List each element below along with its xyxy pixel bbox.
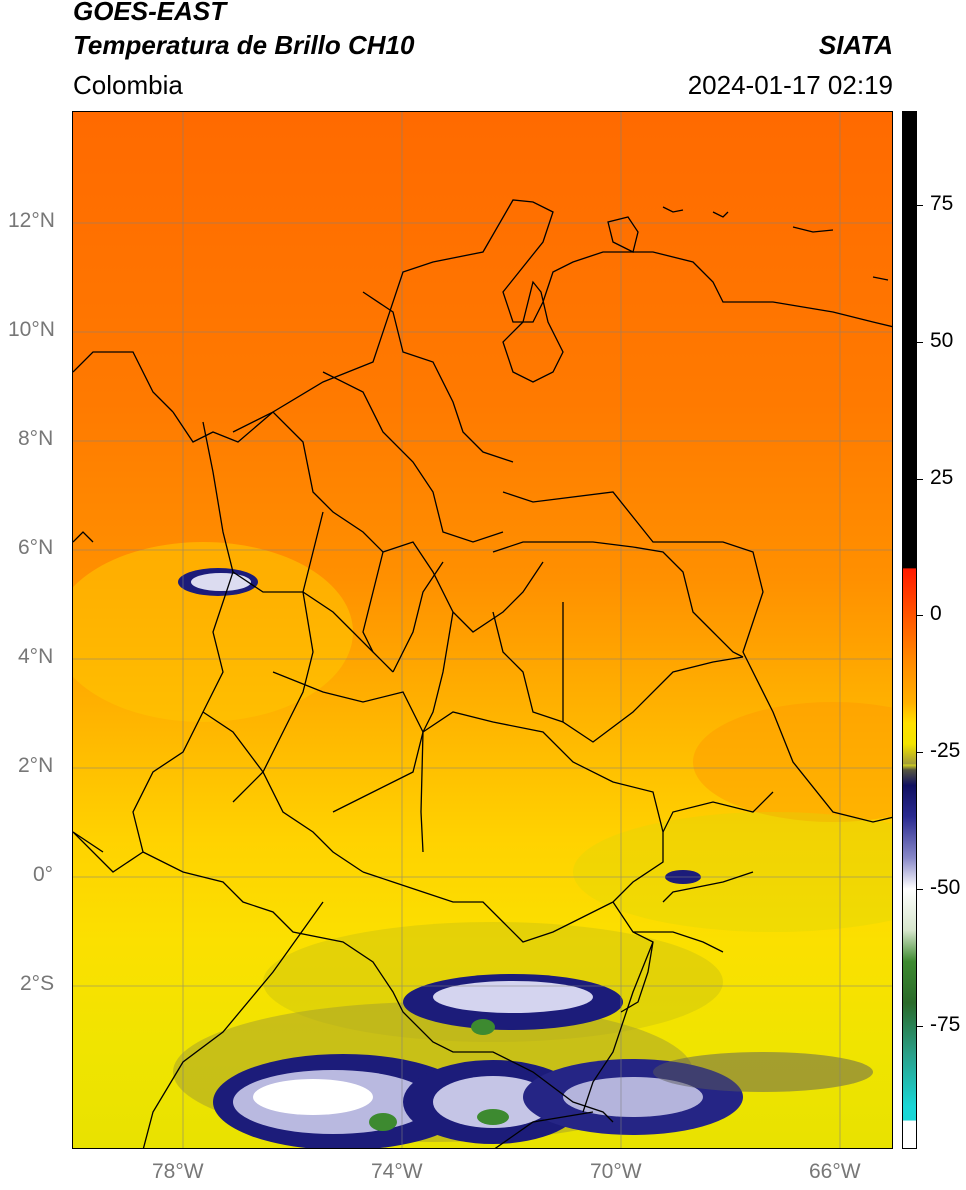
satellite-title: GOES-EAST bbox=[73, 0, 227, 26]
lat-label-8n: 8°N bbox=[18, 427, 54, 450]
lat-label-12n: 12°N bbox=[8, 209, 55, 232]
brightness-temperature-map bbox=[73, 112, 892, 1148]
colorbar-tick-mark bbox=[917, 205, 923, 206]
colorbar-gradient bbox=[903, 112, 916, 1148]
colorbar-label-neg75: -75 bbox=[930, 1013, 961, 1036]
colorbar-tick-mark bbox=[917, 615, 923, 616]
colorbar bbox=[902, 111, 917, 1149]
lat-label-4n: 4°N bbox=[18, 645, 54, 668]
colorbar-tick-mark bbox=[917, 752, 923, 753]
lat-label-equator: 0° bbox=[33, 863, 54, 886]
colorbar-label-0: 0 bbox=[930, 602, 942, 625]
graticule bbox=[73, 112, 892, 1148]
colorbar-label-neg25: -25 bbox=[930, 739, 961, 762]
colorbar-label-25: 25 bbox=[930, 466, 954, 489]
colorbar-tick-mark bbox=[917, 889, 923, 890]
lon-label-78w: 78°W bbox=[152, 1160, 204, 1183]
lat-label-2n: 2°N bbox=[18, 754, 54, 777]
agency-label: SIATA bbox=[818, 30, 893, 60]
product-title: Temperatura de Brillo CH10 bbox=[73, 30, 415, 60]
lat-label-2s: 2°S bbox=[20, 972, 55, 995]
region-label: Colombia bbox=[73, 70, 183, 100]
colorbar-label-neg50: -50 bbox=[930, 876, 961, 899]
datetime-label: 2024-01-17 02:19 bbox=[687, 70, 893, 100]
lat-label-6n: 6°N bbox=[18, 536, 54, 559]
lon-label-70w: 70°W bbox=[590, 1160, 642, 1183]
colorbar-label-50: 50 bbox=[930, 329, 954, 352]
lon-label-74w: 74°W bbox=[371, 1160, 423, 1183]
colorbar-tick-mark bbox=[917, 1026, 923, 1027]
map-panel bbox=[72, 111, 893, 1149]
country-borders bbox=[73, 199, 892, 1148]
lat-label-10n: 10°N bbox=[8, 318, 55, 341]
colorbar-label-75: 75 bbox=[930, 192, 954, 215]
colorbar-tick-mark bbox=[917, 479, 923, 480]
colorbar-tick-mark bbox=[917, 342, 923, 343]
lon-label-66w: 66°W bbox=[809, 1160, 861, 1183]
